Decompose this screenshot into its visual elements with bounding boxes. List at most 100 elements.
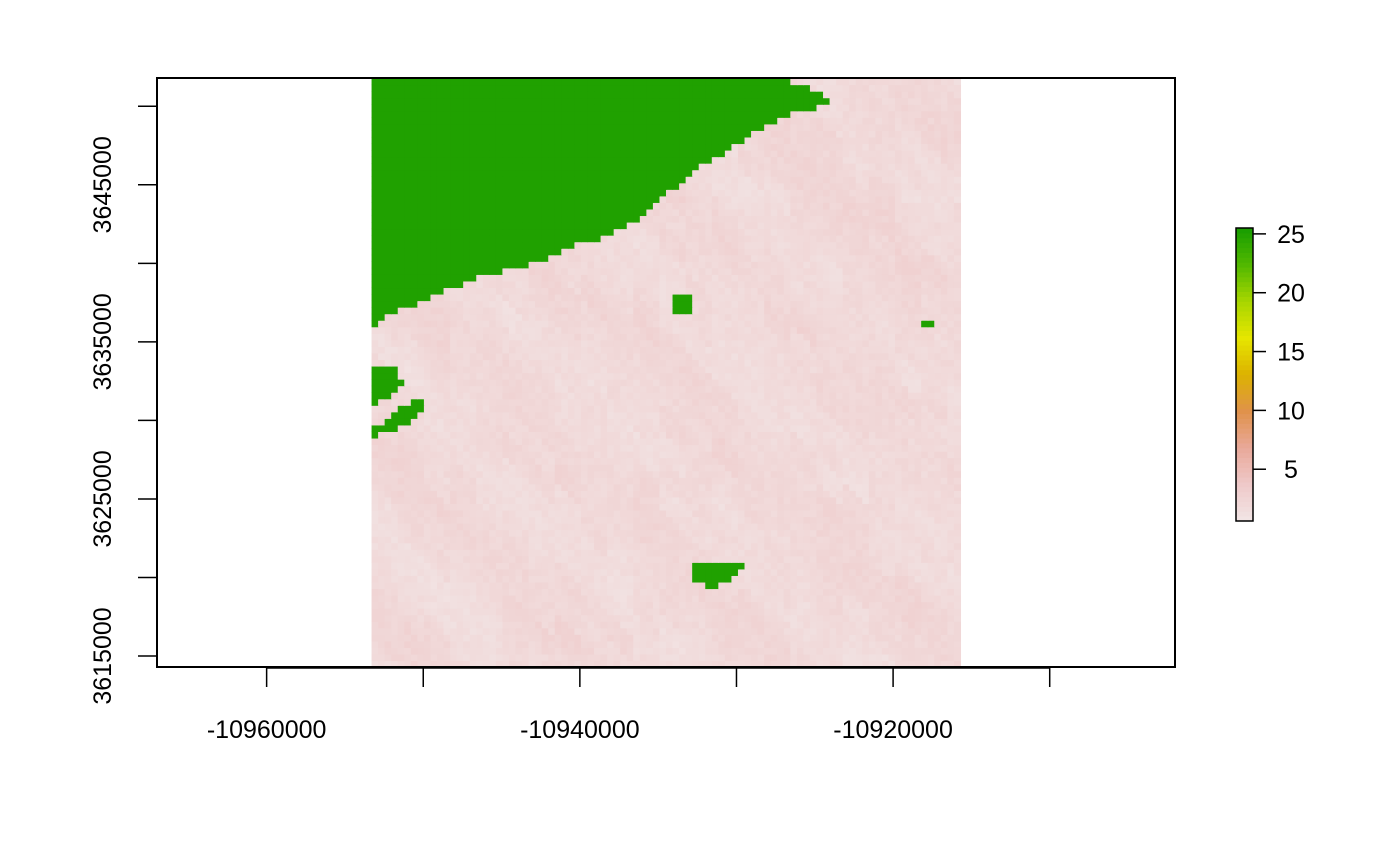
raster-cell [639, 653, 647, 662]
raster-cell [862, 575, 870, 583]
raster-cell [652, 562, 661, 570]
raster-cell [404, 346, 412, 354]
raster-cell [384, 398, 392, 406]
raster-cell [541, 601, 549, 609]
raster-cell [796, 320, 804, 328]
raster-cell [692, 457, 700, 465]
raster-cell [672, 653, 680, 662]
raster-cell [842, 307, 850, 315]
raster-cell [397, 575, 405, 583]
raster-cell [908, 431, 916, 439]
raster-cell [607, 496, 615, 504]
raster-cell [410, 575, 418, 583]
raster-cell [646, 444, 654, 452]
raster-cell [764, 647, 772, 655]
raster-cell [620, 333, 628, 341]
raster-cell [934, 483, 942, 491]
raster-cell [862, 457, 870, 465]
raster-cell [816, 411, 824, 419]
raster-cell [855, 549, 863, 557]
raster-cell [777, 516, 785, 524]
raster-cell [397, 523, 405, 531]
raster-cell [724, 542, 733, 550]
raster-cell [927, 477, 935, 485]
raster-cell [888, 516, 896, 524]
raster-cell [796, 477, 804, 485]
raster-cell [921, 496, 929, 504]
raster-cell [953, 333, 962, 341]
raster-cell [580, 575, 589, 583]
raster-cell [751, 352, 759, 361]
raster-cell [417, 339, 425, 347]
raster-cell [790, 503, 798, 511]
raster-cell [528, 627, 536, 635]
raster-cell [580, 379, 589, 387]
raster-cell [522, 307, 530, 315]
raster-cell [541, 621, 549, 629]
raster-cell [528, 575, 536, 583]
raster-cell [456, 405, 464, 413]
raster-cell [724, 523, 733, 531]
raster-cell [953, 405, 962, 413]
raster-cell [639, 647, 647, 655]
raster-cell [515, 627, 523, 635]
raster-cell [522, 555, 530, 563]
raster-cell [423, 320, 432, 328]
raster-cell [404, 509, 412, 518]
raster-cell [927, 588, 935, 596]
raster-cell [685, 326, 693, 334]
raster-cell [620, 451, 628, 459]
raster-cell [482, 627, 490, 635]
raster-cell [764, 352, 772, 361]
raster-cell [790, 496, 798, 504]
raster-cell [711, 477, 719, 485]
raster-cell [567, 595, 575, 603]
raster-cell [469, 418, 477, 426]
raster-cell [888, 424, 896, 432]
raster-cell [607, 346, 615, 354]
raster-cell [737, 601, 746, 609]
raster-cell [594, 529, 602, 537]
raster-cell [934, 601, 942, 609]
raster-cell [914, 588, 922, 596]
raster-cell [463, 457, 471, 465]
raster-cell [423, 653, 432, 662]
raster-cell [430, 444, 438, 452]
raster-cell [574, 640, 582, 648]
raster-cell [921, 660, 929, 668]
raster-cell [567, 457, 575, 465]
raster-cell [823, 326, 831, 334]
raster-cell [849, 503, 857, 511]
raster-cell [737, 503, 746, 511]
raster-cell [777, 313, 785, 321]
raster-cell [790, 575, 798, 583]
raster-cell [888, 457, 896, 465]
raster-cell [836, 365, 844, 374]
raster-cell [770, 470, 778, 478]
raster-cell [836, 326, 844, 334]
raster-cell [482, 562, 490, 570]
raster-cell [777, 634, 785, 642]
raster-cell [666, 614, 674, 622]
raster-cell [633, 568, 641, 576]
raster-cell [881, 379, 890, 387]
raster-cell [515, 431, 523, 439]
raster-cell [522, 627, 530, 635]
raster-cell [744, 405, 752, 413]
raster-cell [737, 568, 746, 576]
raster-cell [397, 392, 405, 400]
raster-cell [823, 614, 831, 622]
raster-cell [463, 405, 471, 413]
raster-cell [855, 483, 863, 491]
raster-cell [613, 418, 621, 426]
raster-cell [469, 529, 477, 537]
raster-cell [770, 581, 778, 590]
raster-cell [508, 464, 517, 472]
raster-cell [947, 418, 955, 426]
raster-cell [587, 470, 595, 478]
raster-cell [842, 352, 850, 361]
raster-cell [391, 496, 399, 504]
raster-cell [770, 424, 778, 432]
raster-cell [561, 457, 569, 465]
raster-cell [659, 608, 667, 616]
